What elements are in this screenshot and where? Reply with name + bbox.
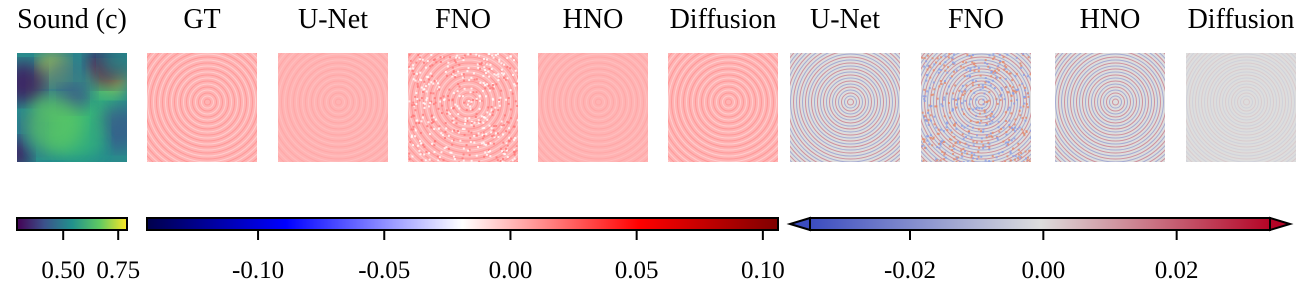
panel-image: [147, 53, 257, 162]
tick-label: 0.75: [96, 257, 140, 284]
tick-label: 0.50: [41, 257, 85, 284]
panel-title: FNO: [435, 4, 491, 35]
panel-title: U-Net: [810, 4, 880, 35]
panel-title: Diffusion: [1188, 4, 1295, 35]
panel-image: [278, 53, 388, 162]
colorbar: [146, 217, 779, 231]
colorbar: [809, 217, 1271, 231]
tick-label: 0.10: [741, 257, 785, 284]
panel-image: [1186, 53, 1296, 162]
panel-title: GT: [183, 4, 220, 35]
panel-image: [668, 53, 778, 162]
panel-title: Diffusion: [670, 4, 777, 35]
colorbar: [16, 217, 128, 231]
panel-image: [1055, 53, 1165, 162]
tick-label: -0.02: [884, 257, 936, 284]
colorbar-extension: [1269, 216, 1294, 232]
panel-title: FNO: [948, 4, 1004, 35]
panel-image: [538, 53, 648, 162]
panel-title: Sound (c): [17, 4, 127, 35]
tick-label: -0.10: [232, 257, 284, 284]
panel-title: HNO: [1080, 4, 1141, 35]
tick-label: 0.00: [489, 257, 533, 284]
colorbar-extension: [786, 216, 811, 232]
panel-image: [408, 53, 518, 162]
panel-title: U-Net: [298, 4, 368, 35]
tick-label: 0.02: [1155, 257, 1199, 284]
panel-title: HNO: [563, 4, 624, 35]
panel-image: [921, 53, 1031, 162]
panel-image: [790, 53, 900, 162]
tick-label: 0.00: [1021, 257, 1065, 284]
tick-label: 0.05: [615, 257, 659, 284]
panel-image: [17, 53, 127, 162]
tick-label: -0.05: [358, 257, 410, 284]
